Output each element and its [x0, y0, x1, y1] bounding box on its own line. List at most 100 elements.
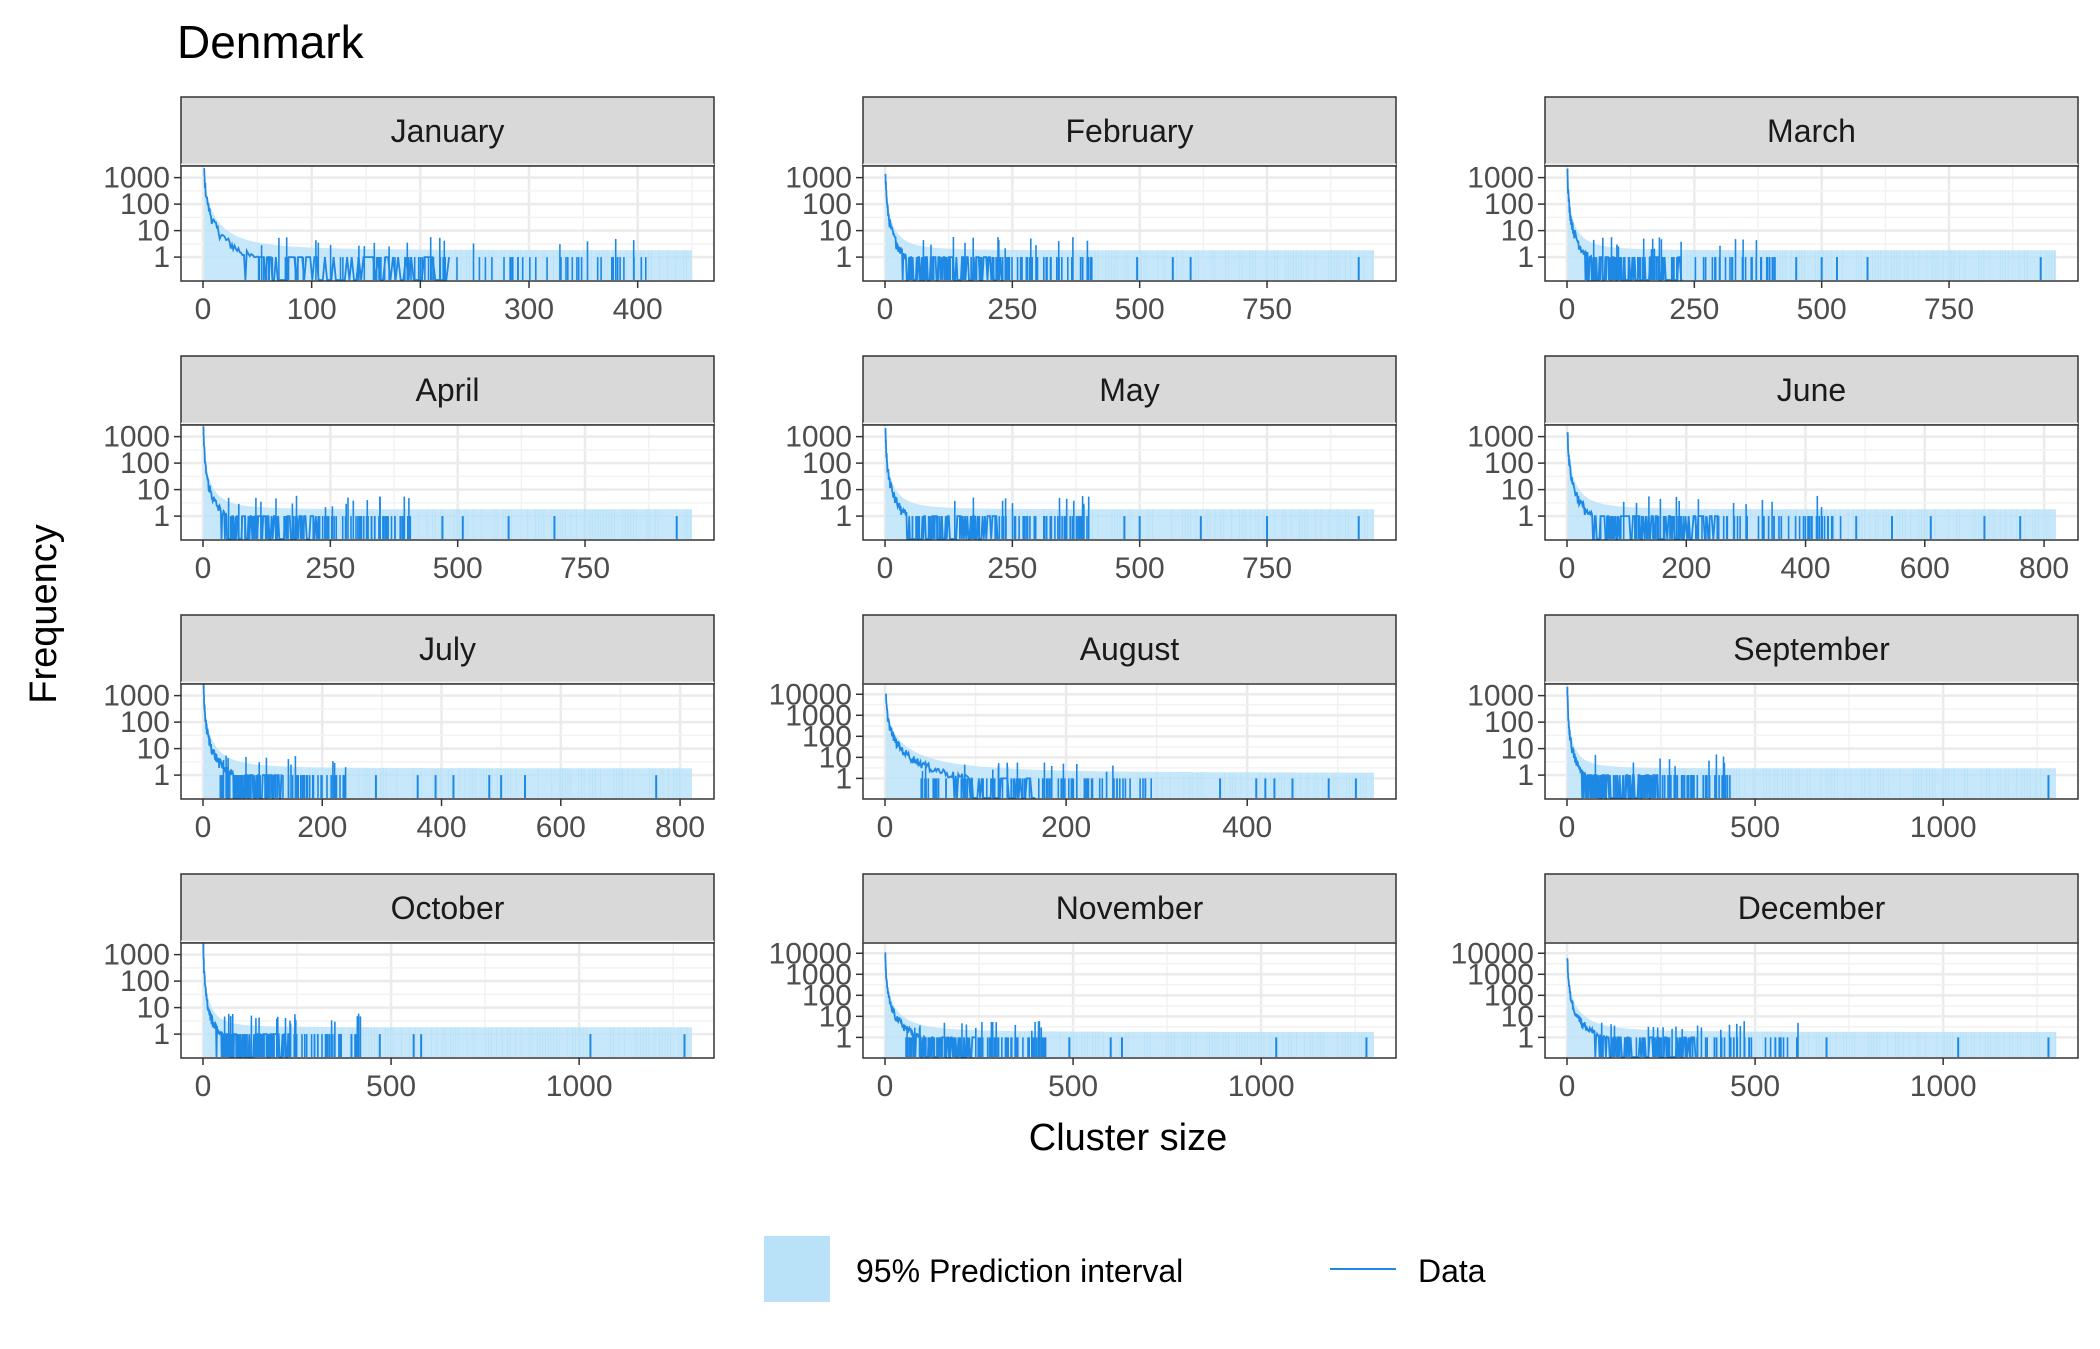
x-tick-label: 0 — [877, 293, 894, 326]
legend-key-interval — [764, 1236, 830, 1302]
x-tick-label: 0 — [195, 293, 212, 326]
prediction-interval-ribbon — [885, 425, 1374, 539]
panel-border — [862, 942, 1397, 1059]
facet-strip — [180, 614, 715, 685]
prediction-interval-ribbon — [885, 166, 1374, 280]
y-tick-label: 1000 — [103, 162, 170, 195]
x-tick-label: 500 — [1797, 293, 1847, 326]
x-tick-label: 400 — [613, 293, 663, 326]
x-tick-label: 1000 — [1910, 1070, 1977, 1103]
y-tick-label: 10 — [137, 215, 170, 248]
panel-border — [180, 683, 715, 800]
y-tick-label: 1000 — [103, 680, 170, 713]
facet-strip — [862, 873, 1397, 944]
x-tick-label: 100 — [287, 293, 337, 326]
x-tick-label: 200 — [1041, 811, 1091, 844]
panel-border — [862, 165, 1397, 282]
y-tick-label: 10000 — [769, 937, 852, 970]
y-tick-label: 1 — [1517, 500, 1534, 533]
x-tick-label: 800 — [2019, 552, 2069, 585]
facet-strip-label: August — [1080, 631, 1180, 667]
panel-border — [180, 424, 715, 541]
x-tick-label: 250 — [305, 552, 355, 585]
y-tick-label: 10 — [1501, 474, 1534, 507]
x-tick-label: 500 — [1115, 293, 1165, 326]
y-tick-label: 100 — [120, 188, 170, 221]
y-tick-label: 1 — [153, 1018, 170, 1051]
y-tick-label: 100 — [120, 706, 170, 739]
facet-strip-label: June — [1777, 372, 1846, 408]
panel-border — [1544, 942, 2079, 1059]
facet-strip-label: April — [415, 372, 479, 408]
facet-strip — [1544, 614, 2079, 685]
x-tick-label: 0 — [1559, 552, 1576, 585]
facet-strip-label: January — [391, 113, 505, 149]
x-tick-label: 250 — [987, 293, 1037, 326]
y-tick-label: 10 — [1501, 1000, 1534, 1033]
facet-strip-label: February — [1065, 113, 1193, 149]
x-tick-label: 0 — [1559, 1070, 1576, 1103]
panel-border — [180, 942, 715, 1059]
facet-strip — [1544, 355, 2079, 426]
facet-strip-label: March — [1767, 113, 1856, 149]
y-tick-label: 1000 — [785, 162, 852, 195]
prediction-interval-ribbon — [1567, 425, 2056, 539]
facet-strip-label: July — [419, 631, 476, 667]
y-tick-label: 10 — [819, 474, 852, 507]
panel-border — [180, 165, 715, 282]
y-tick-label: 1000 — [1467, 680, 1534, 713]
y-tick-label: 100 — [802, 188, 852, 221]
facet-strip-label: September — [1733, 631, 1890, 667]
x-tick-label: 800 — [655, 811, 705, 844]
y-tick-label: 1 — [835, 762, 852, 795]
x-tick-label: 500 — [1730, 811, 1780, 844]
y-tick-label: 10 — [819, 741, 852, 774]
prediction-interval-ribbon — [1567, 682, 2056, 798]
chart-title: Denmark — [177, 16, 365, 68]
x-tick-label: 200 — [395, 293, 445, 326]
panel-border — [1544, 683, 2079, 800]
y-tick-label: 10000 — [1451, 937, 1534, 970]
y-tick-label: 1 — [835, 1021, 852, 1054]
y-tick-label: 10 — [819, 215, 852, 248]
x-tick-label: 250 — [1669, 293, 1719, 326]
y-tick-label: 1 — [835, 241, 852, 274]
data-line — [1566, 686, 1660, 799]
x-tick-label: 750 — [1242, 552, 1292, 585]
x-tick-label: 1000 — [546, 1070, 613, 1103]
y-tick-label: 1 — [1517, 1021, 1534, 1054]
x-tick-label: 500 — [1048, 1070, 1098, 1103]
facet-strip — [180, 96, 715, 167]
y-tick-label: 1000 — [785, 699, 852, 732]
y-tick-label: 10 — [137, 733, 170, 766]
y-tick-label: 100 — [802, 720, 852, 753]
facet-strip-label: December — [1738, 890, 1886, 926]
y-tick-label: 10 — [1501, 733, 1534, 766]
y-tick-label: 1000 — [1467, 162, 1534, 195]
y-tick-label: 100 — [802, 447, 852, 480]
data-line — [202, 683, 283, 799]
legend-label-data: Data — [1418, 1253, 1486, 1289]
x-axis-label: Cluster size — [1029, 1117, 1228, 1159]
y-tick-label: 100 — [120, 447, 170, 480]
y-tick-label: 1000 — [1467, 421, 1534, 454]
x-tick-label: 400 — [1222, 811, 1272, 844]
x-tick-label: 1000 — [1228, 1070, 1295, 1103]
y-tick-label: 100 — [1484, 447, 1534, 480]
x-tick-label: 300 — [504, 293, 554, 326]
y-tick-label: 100 — [1484, 706, 1534, 739]
y-tick-label: 1 — [153, 241, 170, 274]
x-tick-label: 600 — [536, 811, 586, 844]
y-tick-label: 10000 — [769, 678, 852, 711]
y-tick-label: 100 — [1484, 979, 1534, 1012]
y-tick-label: 10 — [137, 992, 170, 1025]
x-tick-label: 500 — [1115, 552, 1165, 585]
facet-strip-label: October — [391, 890, 505, 926]
